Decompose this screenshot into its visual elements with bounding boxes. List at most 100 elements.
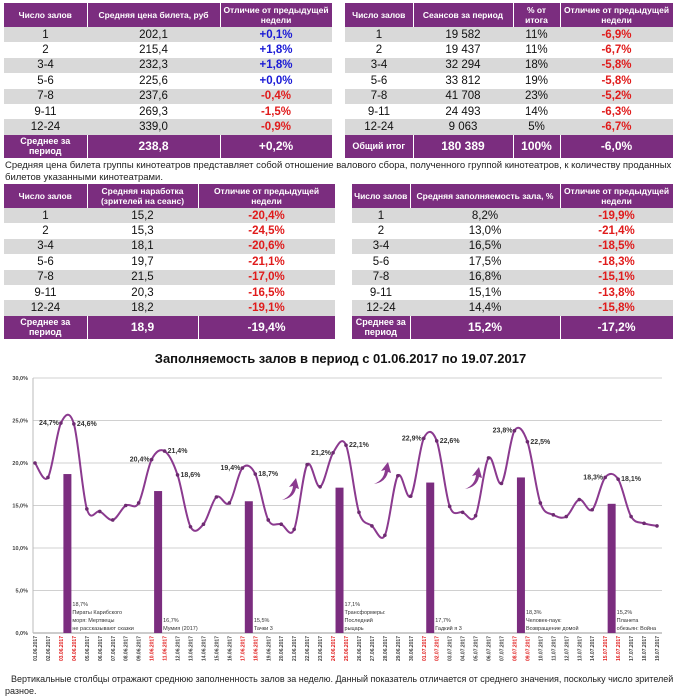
x-tick-label: 24.06.2017 bbox=[331, 636, 337, 661]
point-value-label: 20,4% bbox=[130, 457, 151, 464]
table-cell: 9-11 bbox=[34, 105, 57, 118]
data-point bbox=[564, 514, 569, 519]
data-point bbox=[253, 472, 258, 476]
table-cell: 32 294 bbox=[413, 57, 513, 74]
change-cell: -5,8% bbox=[601, 74, 632, 87]
table-row: 7-8 41 708 23% -5,2% bbox=[345, 88, 673, 104]
change-cell: -21,4% bbox=[598, 225, 635, 238]
table-cell: 2 bbox=[42, 44, 49, 57]
table-cell: 12-24 bbox=[4, 300, 87, 316]
table-cell: 13,0% bbox=[468, 225, 502, 238]
table-cell: 7-8 bbox=[4, 88, 87, 104]
data-point bbox=[123, 503, 128, 508]
change-cell: +1,8% bbox=[259, 44, 293, 57]
bar-label: 17,7% bbox=[435, 618, 451, 624]
table-cell: 16,5% bbox=[410, 238, 560, 255]
table-total-row: Среднее за период 15,2% -17,2% bbox=[352, 315, 674, 339]
change-cell: -17,0% bbox=[198, 269, 335, 285]
bar-label: моря: Мертвецы bbox=[72, 618, 114, 624]
data-point bbox=[396, 473, 400, 478]
table-row: 5-6 33 812 19% -5,8% bbox=[345, 73, 673, 88]
column-header: Число залов bbox=[352, 184, 411, 208]
table-cell: 225,6 bbox=[139, 74, 168, 87]
arrow-shape bbox=[282, 478, 299, 500]
x-tick-label: 16.07.2017 bbox=[616, 636, 622, 661]
table-header-row: Число залов Средняя заполняемость зала, %… bbox=[352, 184, 674, 208]
weekly-bar bbox=[426, 482, 435, 633]
x-tick-label: 19.06.2017 bbox=[266, 636, 272, 661]
table-row: 12-24 9 063 5% -6,7% bbox=[345, 119, 673, 135]
daily-occupancy-line bbox=[34, 413, 658, 539]
data-point bbox=[331, 451, 335, 455]
table-row: 5-6 19,7 -21,1% bbox=[4, 254, 335, 269]
table-row: 7-8 237,6 -0,4% bbox=[4, 88, 332, 104]
table-cell: 11% bbox=[513, 27, 560, 43]
change-cell: -5,8% bbox=[560, 57, 673, 74]
point-value-label: 22,1% bbox=[349, 442, 370, 449]
arrow-shape bbox=[374, 462, 391, 484]
x-tick-label: 28.06.2017 bbox=[383, 636, 389, 661]
bar-label: Трансформеры: bbox=[345, 610, 386, 616]
change-cell: +0,0% bbox=[259, 74, 293, 87]
data-point bbox=[162, 449, 167, 453]
table-row: 12-24 339,0 -0,9% bbox=[4, 119, 332, 135]
table-cell: 14% bbox=[524, 105, 549, 118]
ticket-price-table: Число залов Средняя цена билета, руб Отлич… bbox=[4, 3, 333, 158]
x-tick-label: 20.06.2017 bbox=[279, 636, 285, 661]
point-value-label: 18,1% bbox=[621, 476, 642, 483]
table-cell: 19 582 bbox=[413, 27, 513, 43]
data-point bbox=[46, 475, 50, 480]
weekly-bar bbox=[244, 501, 253, 633]
table-cell: 19,7 bbox=[131, 255, 154, 268]
data-point bbox=[383, 533, 387, 538]
data-point bbox=[357, 510, 361, 515]
change-cell: -13,8% bbox=[598, 286, 635, 299]
x-tick-label: 23.06.2017 bbox=[318, 636, 324, 661]
data-point bbox=[279, 522, 284, 526]
table-row: 3-4 232,3 +1,8% bbox=[4, 57, 332, 74]
column-header: % от итога bbox=[513, 3, 561, 27]
chart-title: Заполняемость залов в период с 01.06.201… bbox=[154, 351, 527, 366]
table-cell: 11% bbox=[525, 44, 548, 57]
change-cell: -16,5% bbox=[248, 286, 285, 299]
change-cell: -24,5% bbox=[248, 225, 285, 238]
table-cell: 269,3 bbox=[139, 105, 168, 118]
bar-label: Человек-паук: bbox=[526, 618, 562, 624]
table-cell: 18% bbox=[513, 57, 560, 74]
table-cell: 9-11 bbox=[367, 105, 391, 118]
total-cell: +0,2% bbox=[220, 134, 333, 158]
viewers-per-session-table: Число залов Средняя наработка (зрителей н… bbox=[4, 184, 336, 339]
arrow-up-icon bbox=[465, 467, 482, 489]
sessions-table: Число залов Сеансов за период% от итога От… bbox=[345, 3, 674, 158]
table-row: 2 19 437 11% -6,7% bbox=[345, 42, 673, 57]
occupancy-chart: 0,0% 5,0% 10,0% 15,0% 20,0% 25,0% 30,0% 18,7% Пи… bbox=[12, 376, 662, 661]
change-cell: -19,1% bbox=[198, 300, 335, 316]
table-header-row: Число залов Средняя наработка (зрителей н… bbox=[4, 184, 336, 208]
data-point bbox=[629, 514, 633, 519]
data-point bbox=[292, 527, 296, 532]
x-tick-label: 18.07.2017 bbox=[642, 636, 648, 661]
change-cell: -19,9% bbox=[560, 208, 673, 224]
bar-label: 18,7% bbox=[72, 602, 88, 608]
total-cell: Общий итог bbox=[345, 134, 414, 158]
column-header: Число залов bbox=[4, 3, 88, 27]
table-cell: 9-11 bbox=[34, 286, 57, 299]
x-tick-label: 02.06.2017 bbox=[46, 636, 52, 661]
table-cell: 9-11 bbox=[369, 286, 393, 299]
table-cell: 1 bbox=[4, 27, 87, 43]
x-tick-label: 13.07.2017 bbox=[577, 636, 583, 661]
column-header: Сеансов за период bbox=[413, 3, 514, 27]
table-cell: 12-24 bbox=[352, 300, 410, 316]
table-cell: 339,0 bbox=[87, 119, 220, 135]
table-cell: 9 063 bbox=[413, 119, 513, 135]
table-row: 7-8 21,5 -17,0% bbox=[4, 269, 335, 285]
arrow-up-icon bbox=[374, 462, 391, 484]
table-cell: 237,6 bbox=[87, 88, 220, 104]
table-row: 1 15,2 -20,4% bbox=[4, 208, 335, 224]
data-point bbox=[538, 501, 543, 505]
data-point bbox=[240, 466, 245, 470]
table-cell: 8,2% bbox=[410, 208, 560, 224]
x-tick-label: 08.07.2017 bbox=[512, 636, 518, 661]
weekly-bar bbox=[516, 477, 525, 633]
column-header: Средняя заполняемость зала, % bbox=[410, 184, 561, 208]
